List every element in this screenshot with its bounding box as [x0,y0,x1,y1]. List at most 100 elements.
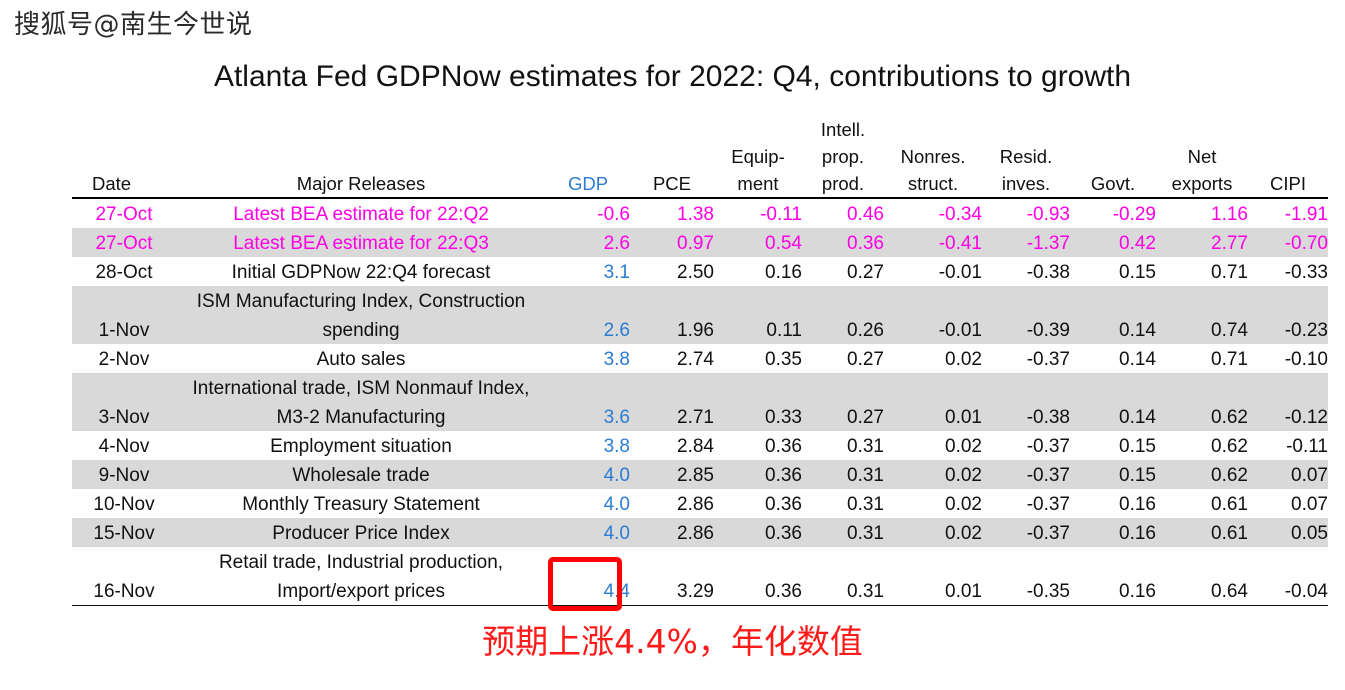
cell-blank [630,286,714,315]
column-header-govt: Govt. [1070,116,1156,199]
cell-ipp: 0.27 [847,262,884,283]
cell-cipi: -0.70 [1248,228,1328,257]
cell-gdp: -0.6 [597,204,630,225]
cell-blank [982,547,1070,576]
gdpnow-table-container: Date Major Releases GDP PCE Equip- ment … [72,116,1328,606]
cell-pce: 2.86 [630,518,714,547]
page-title: Atlanta Fed GDPNow estimates for 2022: Q… [213,60,1132,93]
cell-blank [1248,286,1328,315]
cell-blank [884,286,982,315]
cell-equipment: 0.36 [765,494,802,515]
table-row: 2-Nov Auto sales 3.8 2.74 0.35 0.27 0.02 -0.37 0… [72,344,1328,373]
table-header-row: Date Major Releases GDP PCE Equip- ment … [72,116,1328,199]
cell-nonres: -0.01 [884,315,982,344]
cell-equipment: 0.35 [765,349,802,370]
cell-ipp: 0.36 [802,228,884,257]
cell-gdp: 2.6 [546,228,630,257]
cell-major-release: Initial GDPNow 22:Q4 forecast [231,262,491,283]
cell-nonres: 0.01 [884,402,982,431]
cell-nonres: 0.02 [945,349,982,370]
cell-equipment: 0.36 [714,518,802,547]
cell-gdp: 4.0 [546,460,630,489]
cell-blank [546,286,630,315]
column-header-net-exports: Net exports [1156,116,1248,199]
cell-net-exports: 0.71 [1211,349,1248,370]
cell-resid: -0.37 [982,460,1070,489]
table-row: 28-Oct Initial GDPNow 22:Q4 forecast 3.1 2.… [72,257,1328,286]
cell-resid: -0.37 [1026,494,1070,515]
column-header-nonres-struct: Nonres. struct. [884,116,982,199]
cell-cipi: -0.10 [1284,349,1328,370]
cell-date: 2-Nov [98,349,150,370]
cell-gdp: 3.8 [603,436,630,457]
cell-blank [1248,373,1328,402]
column-header-resid-inves: Resid. inves. [982,116,1070,199]
cell-date: 27-Oct [95,204,153,225]
cell-gdp: 3.8 [603,349,630,370]
cell-date: 1-Nov [72,315,176,344]
cell-pce: 2.50 [677,262,714,283]
table-body: 27-Oct Latest BEA estimate for 22:Q2 -0.6 1… [72,198,1328,606]
cell-govt: 0.15 [1119,436,1156,457]
cell-nonres: 0.02 [884,518,982,547]
table-row-continuation: ISM Manufacturing Index, Construction [72,286,1328,315]
column-header-cipi: CIPI [1248,116,1328,199]
cell-resid: -0.37 [1026,436,1070,457]
cell-govt: 0.15 [1070,460,1156,489]
cell-major-release: Producer Price Index [176,518,546,547]
cell-release-line1: International trade, ISM Nonmauf Index, [176,373,546,402]
cell-govt: 0.15 [1119,262,1156,283]
table-row-continuation: International trade, ISM Nonmauf Index, [72,373,1328,402]
cell-ipp: 0.31 [802,576,884,606]
table-row: 1-Nov spending 2.6 1.96 0.11 0.26 -0.01 -0.39 0.… [72,315,1328,344]
column-header-date: Date [72,116,176,199]
column-header-intellectual-property-products: Intell. prop. prod. [802,116,884,199]
cell-govt: 0.14 [1119,349,1156,370]
table-row: 16-Nov Import/export prices 4.4 3.29 0.36 0.3… [72,576,1328,606]
gdpnow-table: Date Major Releases GDP PCE Equip- ment … [72,116,1328,606]
column-header-major-releases: Major Releases [176,116,546,199]
cell-gdp: 4.0 [546,518,630,547]
cell-pce: 2.71 [630,402,714,431]
cell-equipment: 0.36 [714,576,802,606]
cell-govt: 0.16 [1119,494,1156,515]
cell-pce: 2.86 [677,494,714,515]
cell-blank [546,547,630,576]
cell-blank [714,286,802,315]
cell-blank [630,373,714,402]
cell-govt: 0.14 [1070,402,1156,431]
cell-major-release: M3-2 Manufacturing [176,402,546,431]
chinese-annotation: 预期上涨4.4%，年化数值 [482,622,863,661]
table-row: 3-Nov M3-2 Manufacturing 3.6 2.71 0.33 0.27 0.… [72,402,1328,431]
cell-nonres: 0.01 [884,576,982,606]
table-row-continuation: Retail trade, Industrial production, [72,547,1328,576]
cell-date: 3-Nov [72,402,176,431]
cell-blank [802,547,884,576]
cell-gdp: 3.6 [546,402,630,431]
cell-major-release: Monthly Treasury Statement [242,494,480,515]
cell-blank [884,547,982,576]
cell-pce: 2.85 [630,460,714,489]
cell-date: 28-Oct [95,262,153,283]
cell-pce: 2.84 [677,436,714,457]
cell-cipi: -1.91 [1284,204,1328,225]
cell-date: 4-Nov [98,436,150,457]
cell-cipi: 0.07 [1291,494,1328,515]
cell-blank [630,547,714,576]
cell-pce: 2.74 [677,349,714,370]
cell-ipp: 0.31 [802,460,884,489]
cell-date-blank [72,373,176,402]
cell-blank [884,373,982,402]
cell-blank [714,373,802,402]
cell-net-exports: 1.16 [1211,204,1248,225]
cell-nonres: 0.02 [945,494,982,515]
cell-gdp: 3.1 [603,262,630,283]
column-header-gdp: GDP [546,116,630,199]
cell-gdp: 4.0 [603,494,630,515]
cell-blank [1070,286,1156,315]
cell-cipi: -0.12 [1248,402,1328,431]
cell-major-release: Employment situation [270,436,452,457]
cell-date-blank [72,547,176,576]
cell-blank [1248,547,1328,576]
cell-equipment: -0.11 [760,204,802,225]
